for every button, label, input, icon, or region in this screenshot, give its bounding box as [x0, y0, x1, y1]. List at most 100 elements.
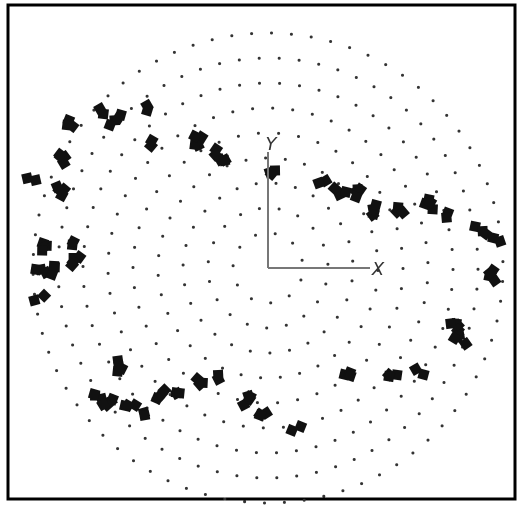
point-square: [343, 369, 357, 383]
grid-dot: [196, 437, 200, 441]
grid-dot: [166, 311, 170, 315]
grid-dot: [453, 409, 457, 413]
grid-dot: [140, 364, 144, 368]
grid-dot: [321, 243, 325, 247]
grid-dot: [113, 410, 117, 414]
grid-dot: [134, 176, 137, 180]
grid-dot: [327, 206, 330, 210]
grid-dot: [118, 377, 122, 381]
grid-dot: [221, 366, 224, 370]
grid-dot: [33, 233, 37, 237]
grid-dot: [191, 225, 195, 229]
grid-dot: [203, 209, 207, 213]
point-square: [65, 258, 80, 273]
point-square: [218, 154, 231, 167]
grid-dot: [179, 199, 182, 203]
grid-dot: [223, 497, 227, 501]
grid-dot: [333, 354, 337, 357]
grid-dot: [90, 324, 94, 328]
grid-dot: [468, 146, 472, 150]
point-square: [50, 180, 64, 194]
grid-dot: [370, 230, 374, 234]
grid-dot: [354, 76, 358, 79]
grid-dot: [81, 265, 85, 268]
grid-dot: [365, 175, 369, 178]
grid-dot: [351, 430, 355, 434]
grid-dot: [147, 124, 151, 128]
point-square: [87, 388, 101, 401]
grid-dot: [414, 155, 418, 159]
grid-dot: [168, 216, 172, 220]
grid-dot: [258, 81, 261, 85]
grid-dot: [203, 493, 207, 496]
grid-dot: [230, 34, 234, 38]
grid-dot: [412, 379, 416, 383]
grid-dot: [72, 187, 75, 191]
grid-dot: [71, 343, 75, 347]
grid-dot: [120, 153, 124, 157]
grid-dot: [351, 161, 355, 165]
grid-dot: [387, 126, 391, 130]
grid-dot: [379, 153, 383, 157]
point-clusters: [21, 98, 507, 437]
point-square: [383, 370, 395, 383]
grid-dot: [314, 470, 318, 474]
grid-dot: [193, 124, 197, 128]
grid-dot: [296, 214, 300, 218]
grid-dot: [239, 213, 243, 217]
grid-dot: [372, 386, 376, 390]
grid-dot: [198, 67, 202, 71]
grid-dot: [278, 375, 282, 379]
grid-dot: [203, 413, 207, 417]
grid-dot: [208, 280, 211, 283]
grid-dot: [91, 206, 95, 209]
grid-dot: [483, 357, 487, 361]
grid-dot: [162, 84, 166, 87]
grid-dot: [306, 341, 310, 345]
grid-dot: [129, 348, 132, 352]
grid-dot: [432, 137, 436, 141]
grid-dot: [298, 371, 302, 375]
point-square: [45, 267, 59, 281]
grid-dot: [79, 123, 83, 127]
grid-dot: [425, 172, 429, 176]
grid-dot: [501, 280, 505, 283]
grid-dot: [362, 212, 366, 216]
y-axis-label: Y: [266, 134, 279, 155]
grid-dot: [495, 319, 499, 323]
grid-dot: [248, 349, 252, 353]
grid-dot: [333, 438, 337, 442]
grid-dot: [442, 381, 446, 384]
grid-dot: [87, 419, 91, 423]
grid-dot: [64, 386, 68, 390]
grid-dot: [155, 190, 159, 194]
grid-dot: [364, 139, 368, 143]
grid-dot: [368, 307, 372, 311]
grid-dot: [164, 112, 167, 116]
grid-dot: [426, 261, 430, 265]
grid-dot: [282, 500, 286, 504]
grid-dot: [366, 53, 370, 57]
point-square: [285, 423, 299, 437]
point-square: [369, 198, 382, 212]
grid-dot: [133, 138, 137, 142]
grid-dot: [148, 469, 152, 473]
grid-dot: [263, 501, 266, 505]
grid-dot: [464, 392, 468, 396]
grid-dot: [411, 451, 415, 455]
grid-dot: [474, 375, 478, 379]
grid-dot: [245, 322, 249, 326]
grid-dot: [218, 62, 222, 66]
grid-dot: [80, 169, 84, 173]
grid-dot: [274, 181, 278, 185]
grid-dot: [359, 325, 363, 329]
point-square: [30, 263, 42, 276]
grid-dot: [107, 251, 111, 255]
grid-dot: [476, 267, 480, 271]
grid-dot: [237, 58, 241, 62]
grid-dot: [249, 297, 253, 301]
grid-dot: [417, 320, 421, 324]
grid-dot: [256, 131, 260, 135]
grid-dot: [157, 254, 161, 258]
grid-dot: [322, 494, 326, 498]
